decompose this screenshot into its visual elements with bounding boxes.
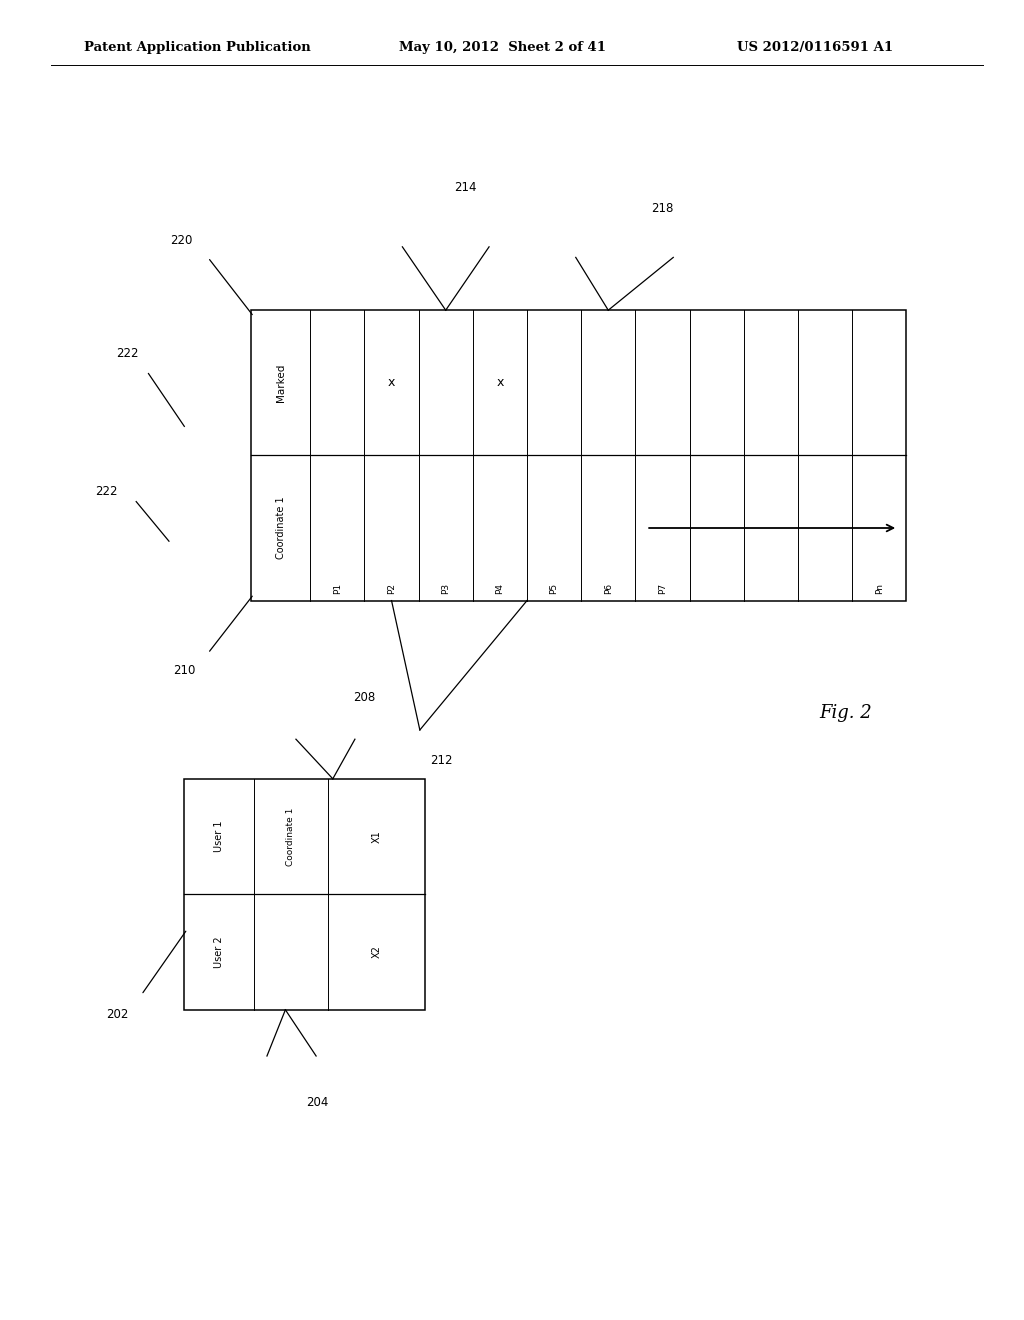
Bar — [251, 310, 906, 601]
Text: 204: 204 — [306, 1096, 329, 1109]
Text: 218: 218 — [651, 202, 674, 215]
Text: P6: P6 — [604, 583, 612, 594]
Text: User 1: User 1 — [214, 821, 224, 853]
Text: P7: P7 — [658, 583, 667, 594]
Text: P3: P3 — [441, 583, 451, 594]
Text: x: x — [388, 376, 395, 389]
Text: 222: 222 — [116, 347, 138, 360]
Text: Patent Application Publication: Patent Application Publication — [84, 41, 310, 54]
Text: Coordinate 1: Coordinate 1 — [275, 496, 286, 560]
Text: 210: 210 — [173, 664, 196, 677]
Text: US 2012/0116591 A1: US 2012/0116591 A1 — [737, 41, 893, 54]
Text: X1: X1 — [372, 830, 381, 843]
Text: Marked: Marked — [275, 363, 286, 403]
Text: P1: P1 — [333, 583, 342, 594]
Text: 222: 222 — [95, 484, 118, 498]
Text: x: x — [497, 376, 504, 389]
Text: 208: 208 — [353, 690, 376, 704]
Text: 214: 214 — [454, 181, 476, 194]
Text: X2: X2 — [372, 945, 381, 958]
Text: 220: 220 — [170, 234, 193, 247]
Text: May 10, 2012  Sheet 2 of 41: May 10, 2012 Sheet 2 of 41 — [399, 41, 606, 54]
Text: Coordinate 1: Coordinate 1 — [287, 808, 295, 866]
Text: Fig. 2: Fig. 2 — [819, 704, 872, 722]
Text: P2: P2 — [387, 583, 396, 594]
Text: 202: 202 — [106, 1008, 129, 1022]
Text: 212: 212 — [430, 754, 453, 767]
Text: User 2: User 2 — [214, 936, 224, 968]
Text: Pn: Pn — [874, 583, 884, 594]
Bar — [184, 779, 425, 1010]
Text: P4: P4 — [496, 583, 505, 594]
Text: P5: P5 — [550, 583, 558, 594]
